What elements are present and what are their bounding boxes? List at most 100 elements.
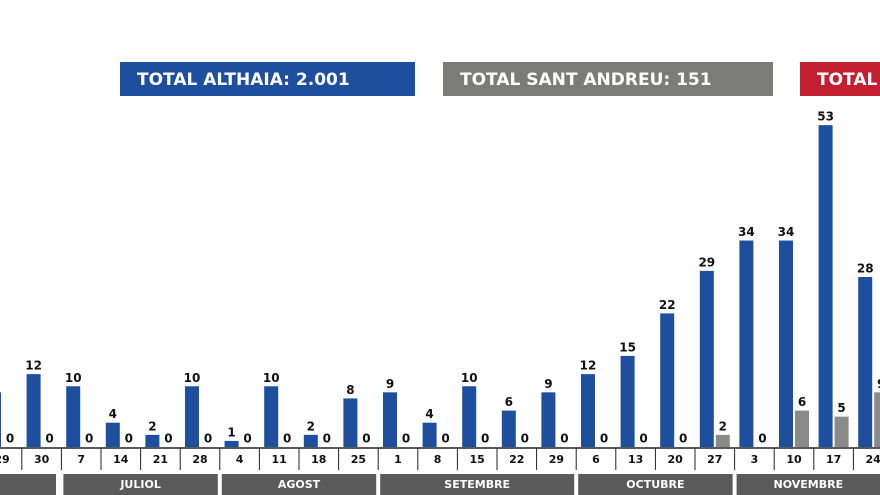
data-label: 0	[283, 432, 291, 446]
data-label: 29	[698, 255, 715, 269]
data-label: 0	[45, 432, 53, 446]
data-label: 0	[600, 432, 608, 446]
x-tick-label: 21	[153, 453, 168, 466]
bar	[541, 392, 556, 447]
data-label: 0	[323, 432, 331, 446]
x-tick-label: 29	[549, 453, 564, 466]
x-tick-label: 7	[77, 453, 85, 466]
bar	[0, 392, 1, 447]
x-tick-label: 11	[272, 453, 287, 466]
data-label: 0	[521, 432, 529, 446]
data-label: 2	[148, 419, 156, 433]
month-block	[221, 474, 377, 495]
data-label: 4	[109, 407, 117, 421]
data-label: 4	[425, 407, 433, 421]
data-label: 0	[125, 432, 133, 446]
data-label: 2	[307, 419, 315, 433]
data-label: 0	[441, 432, 449, 446]
x-tick-label: 27	[707, 453, 722, 466]
month-block	[578, 474, 733, 495]
data-label: 0	[639, 432, 647, 446]
bar	[715, 434, 730, 447]
bar	[264, 386, 279, 447]
data-label: 10	[461, 371, 478, 385]
data-label: 1	[227, 425, 235, 439]
data-label: 28	[857, 261, 874, 275]
bar	[66, 386, 81, 447]
x-tick-label: 18	[311, 453, 326, 466]
x-tick-label: 25	[351, 453, 366, 466]
month-label: AGOST	[278, 478, 321, 491]
bar	[818, 125, 833, 448]
month-block	[380, 474, 575, 495]
data-label: 5	[837, 401, 845, 415]
data-label: 34	[778, 225, 795, 239]
x-tick-label: 4	[236, 453, 244, 466]
legend-label: TOTAL	[817, 70, 877, 90]
legend-label: TOTAL ALTHAIA: 2.001	[137, 70, 350, 90]
bar	[303, 434, 318, 447]
data-label: 10	[184, 371, 201, 385]
data-label: 12	[580, 359, 597, 373]
x-tick-label: 20	[668, 453, 684, 466]
data-label: 10	[263, 371, 280, 385]
legend-box	[800, 62, 880, 96]
x-tick-label: 1	[394, 453, 402, 466]
data-label: 34	[738, 225, 755, 239]
data-label: 0	[164, 432, 172, 446]
bar	[779, 240, 793, 447]
month-block	[0, 474, 56, 495]
data-label: 22	[659, 298, 676, 312]
data-label: 0	[481, 432, 489, 446]
data-label: 6	[505, 395, 513, 409]
data-label: 9	[877, 377, 880, 391]
bar	[795, 410, 809, 447]
data-label: 8	[346, 383, 354, 397]
bar	[343, 398, 358, 447]
x-tick-label: 10	[786, 453, 802, 466]
data-label: 6	[798, 395, 806, 409]
month-label: JULIOL	[119, 478, 161, 491]
data-label: 0	[85, 432, 93, 446]
data-label: 0	[6, 432, 14, 446]
data-label: 10	[65, 371, 82, 385]
data-label: 0	[758, 432, 766, 446]
data-label: 0	[362, 432, 370, 446]
month-label: NOVEMBRE	[773, 478, 843, 491]
x-tick-label: 15	[470, 453, 485, 466]
bar	[185, 386, 199, 447]
legend-box	[443, 62, 773, 96]
month-block	[63, 474, 218, 495]
bar	[501, 410, 516, 447]
bar	[739, 240, 754, 447]
data-label: 0	[560, 432, 568, 446]
bar	[26, 374, 41, 447]
bar	[874, 392, 880, 447]
bar	[462, 386, 477, 447]
bar	[105, 422, 120, 447]
x-tick-label: 13	[628, 453, 643, 466]
data-label: 2	[719, 419, 727, 433]
month-label: SETEMBRE	[444, 478, 510, 491]
data-label: 53	[817, 110, 834, 124]
x-tick-label: 8	[434, 453, 442, 466]
bar	[620, 355, 635, 447]
bar	[422, 422, 437, 447]
legend-label: TOTAL SANT ANDREU: 151	[460, 70, 712, 90]
bar	[660, 313, 675, 447]
data-label: 12	[25, 359, 42, 373]
month-label: OCTUBRE	[626, 478, 684, 491]
bar	[581, 374, 595, 447]
x-tick-label: 22	[509, 453, 524, 466]
bar	[699, 270, 714, 447]
bar	[145, 434, 160, 447]
bar	[383, 392, 397, 447]
month-block	[736, 474, 880, 495]
data-label: 9	[386, 377, 394, 391]
data-label: 0	[679, 432, 687, 446]
data-label: 0	[204, 432, 212, 446]
legend-box	[120, 62, 415, 96]
bar	[858, 276, 873, 447]
x-tick-label: 30	[34, 453, 50, 466]
x-tick-label: 28	[192, 453, 207, 466]
